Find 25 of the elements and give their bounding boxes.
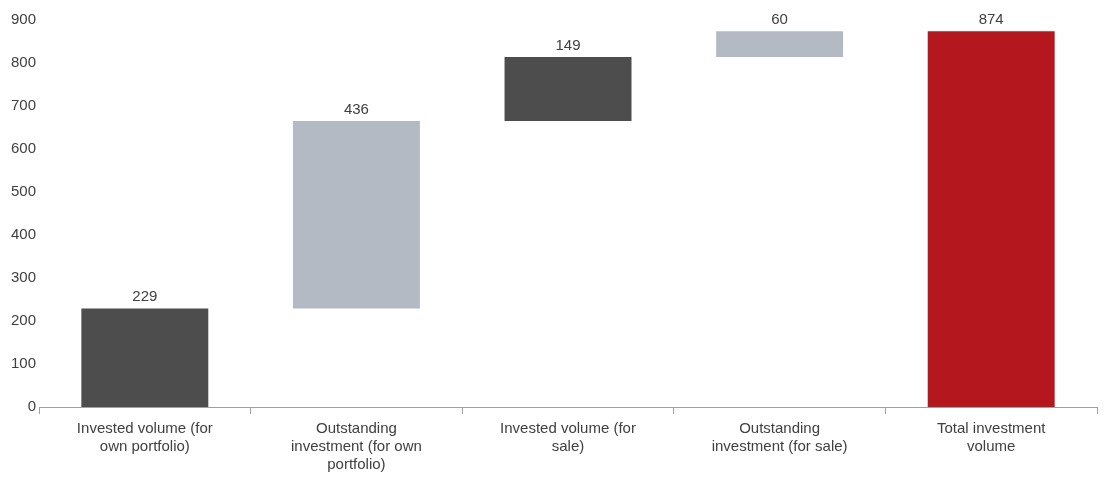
- data-label: 229: [132, 287, 158, 305]
- y-tick-label: 100: [11, 354, 37, 372]
- y-tick-label: 0: [27, 397, 37, 415]
- y-tick-label: 400: [11, 225, 37, 243]
- y-tick-label: 200: [11, 311, 37, 329]
- data-label: 874: [978, 9, 1004, 27]
- bar: [81, 308, 209, 407]
- data-label: 149: [555, 35, 581, 53]
- y-tick-label: 300: [11, 268, 37, 286]
- bar: [504, 56, 632, 122]
- x-tick-label: Total investment volume: [937, 419, 1047, 455]
- y-tick-label: 800: [11, 53, 37, 71]
- x-tick-label: Outstanding investment (for sale): [711, 419, 848, 455]
- y-tick-label: 700: [11, 96, 37, 114]
- bar: [292, 121, 420, 309]
- y-tick-label: 500: [11, 182, 37, 200]
- x-tick-label: Outstanding investment (for own portfolio): [290, 419, 422, 473]
- x-tick-label: Invested volume (for sale): [500, 419, 636, 455]
- data-label: 60: [771, 9, 788, 27]
- y-tick-label: 600: [11, 139, 37, 157]
- x-tick-label: Invested volume (for own portfolio): [76, 419, 213, 455]
- bar: [927, 31, 1055, 407]
- bar: [716, 31, 844, 57]
- data-label: 436: [343, 99, 369, 117]
- y-tick-label: 900: [11, 10, 37, 28]
